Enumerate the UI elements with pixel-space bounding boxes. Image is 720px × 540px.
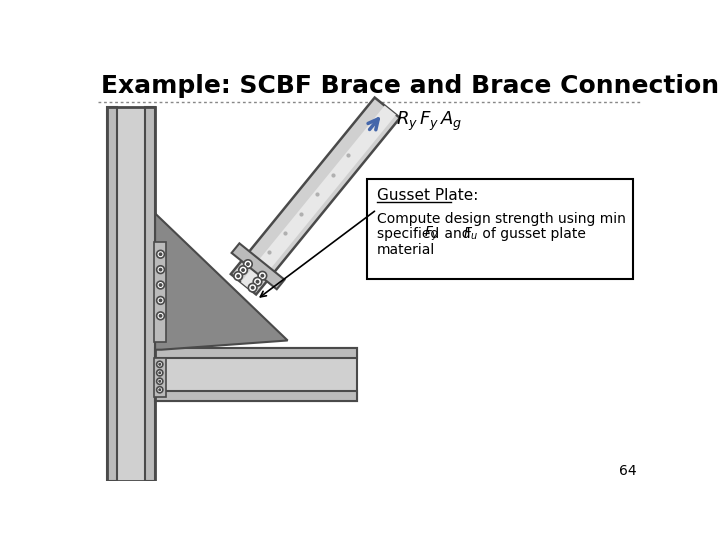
Text: $R_y\,F_y\,A_g$: $R_y\,F_y\,A_g$ bbox=[397, 110, 463, 133]
Text: $F_u$: $F_u$ bbox=[463, 226, 479, 242]
Circle shape bbox=[157, 281, 164, 289]
Text: material: material bbox=[377, 242, 435, 256]
Circle shape bbox=[239, 266, 247, 274]
Bar bbox=[367, 179, 632, 279]
Circle shape bbox=[251, 286, 255, 289]
Bar bbox=[107, 107, 117, 481]
Circle shape bbox=[246, 262, 250, 266]
Circle shape bbox=[157, 312, 164, 320]
Text: of gusset plate: of gusset plate bbox=[478, 227, 586, 241]
Text: specified: specified bbox=[377, 227, 444, 241]
Bar bbox=[155, 348, 357, 358]
Circle shape bbox=[157, 296, 164, 304]
Circle shape bbox=[261, 274, 264, 278]
Circle shape bbox=[248, 284, 257, 292]
Bar bbox=[155, 390, 357, 401]
Circle shape bbox=[236, 274, 240, 278]
Text: Example: SCBF Brace and Brace Connection: Example: SCBF Brace and Brace Connection bbox=[101, 75, 719, 98]
Bar bbox=[153, 242, 166, 342]
Polygon shape bbox=[240, 105, 396, 291]
Circle shape bbox=[243, 260, 252, 268]
Circle shape bbox=[158, 252, 163, 256]
Text: Gusset Plate:: Gusset Plate: bbox=[377, 188, 478, 203]
Circle shape bbox=[234, 272, 243, 280]
Circle shape bbox=[258, 272, 266, 280]
Bar bbox=[117, 107, 145, 481]
Text: $F_y$: $F_y$ bbox=[424, 225, 440, 244]
Bar bbox=[153, 358, 166, 397]
Text: 64: 64 bbox=[618, 464, 636, 478]
Text: Compute design strength using min: Compute design strength using min bbox=[377, 212, 626, 226]
Circle shape bbox=[158, 314, 163, 318]
Circle shape bbox=[158, 372, 161, 374]
Circle shape bbox=[157, 251, 164, 258]
Circle shape bbox=[241, 268, 245, 272]
Polygon shape bbox=[232, 244, 284, 289]
Circle shape bbox=[256, 280, 259, 284]
Bar bbox=[107, 107, 155, 481]
Circle shape bbox=[157, 370, 163, 376]
Bar bbox=[155, 348, 357, 401]
Circle shape bbox=[157, 387, 163, 393]
Circle shape bbox=[158, 363, 161, 366]
Circle shape bbox=[157, 378, 163, 384]
Circle shape bbox=[158, 388, 161, 392]
Circle shape bbox=[158, 283, 163, 287]
Circle shape bbox=[253, 278, 262, 286]
Text: and: and bbox=[439, 227, 474, 241]
Circle shape bbox=[158, 299, 163, 302]
Circle shape bbox=[158, 380, 161, 383]
Circle shape bbox=[157, 361, 163, 367]
Polygon shape bbox=[231, 98, 400, 294]
Bar bbox=[145, 107, 155, 481]
Polygon shape bbox=[155, 213, 287, 350]
Circle shape bbox=[157, 266, 164, 273]
Circle shape bbox=[158, 268, 163, 272]
